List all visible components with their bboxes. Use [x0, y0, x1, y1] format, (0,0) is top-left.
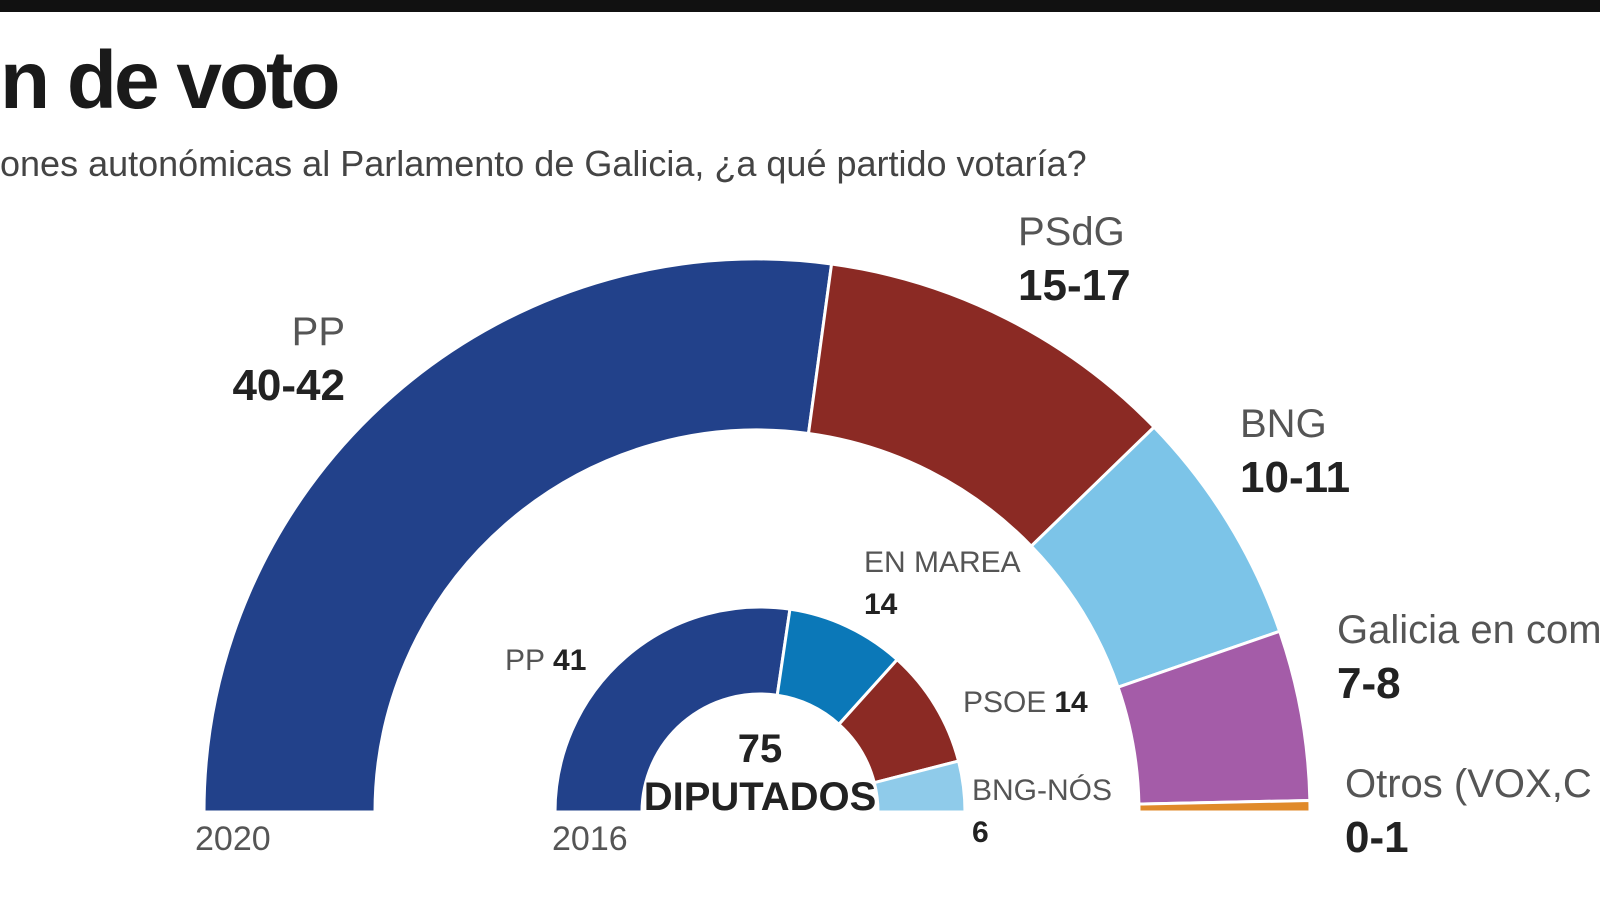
seat-range: 0-1 — [1345, 813, 1409, 862]
party-name: PP — [292, 310, 345, 354]
seat-segment — [872, 759, 967, 814]
top-bar — [0, 0, 1600, 12]
party-name: PSdG — [1018, 210, 1125, 254]
seat-range: 15-17 — [1018, 261, 1131, 310]
seat-segment — [202, 257, 834, 814]
seat-range: 7-8 — [1337, 659, 1401, 708]
party-name: Galicia en com — [1337, 608, 1600, 652]
seat-segment — [1137, 798, 1312, 814]
total-label: DIPUTADOS — [644, 775, 877, 819]
party-name: EN MAREA — [864, 546, 1021, 579]
seat-segment — [553, 605, 792, 814]
party-label: PSOE 14 — [963, 686, 1088, 719]
seat-count: 14 — [864, 588, 898, 621]
party-name: BNG-NÓS — [972, 774, 1112, 807]
party-name: BNG — [1240, 402, 1327, 446]
seat-range: 10-11 — [1240, 453, 1350, 502]
year-label: 2016 — [552, 820, 628, 858]
party-name: PP — [505, 644, 545, 677]
party-name: PSOE — [963, 686, 1046, 719]
year-label: 2020 — [195, 820, 271, 858]
title: n de voto — [0, 35, 337, 126]
seat-range: 40-42 — [232, 361, 345, 410]
party-name: Otros (VOX,C — [1345, 762, 1592, 806]
seat-count: 14 — [1054, 686, 1088, 719]
party-label: PP 41 — [505, 644, 586, 677]
subtitle: ones autonómicas al Parlamento de Galici… — [0, 143, 1087, 184]
total-seats: 75 — [738, 727, 783, 771]
seat-count: 6 — [972, 816, 989, 849]
seat-count: 41 — [553, 644, 586, 677]
